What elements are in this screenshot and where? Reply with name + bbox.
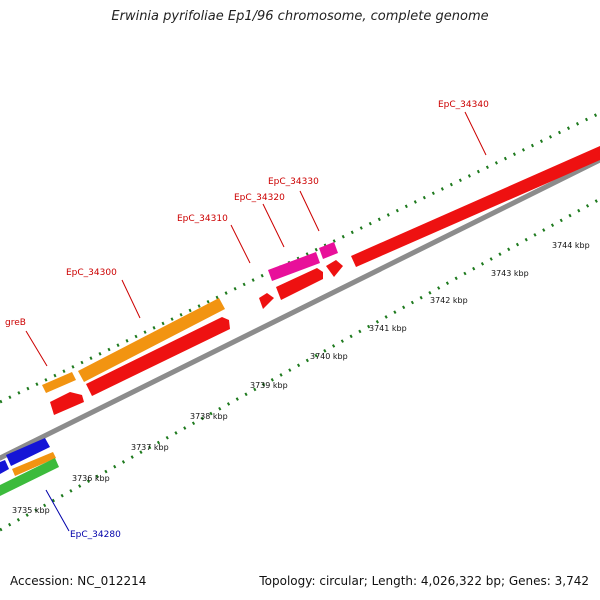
- cds-blue-1: [0, 460, 9, 474]
- tick-label-3739: 3739 kbp: [250, 381, 288, 390]
- pointer-epc34340: [464, 111, 487, 156]
- gene-label-epc34310: EpC_34310: [177, 214, 228, 224]
- pointer-greb: [25, 330, 48, 367]
- cds-orange-small: [12, 452, 56, 476]
- gene-label-epc34330: EpC_34330: [268, 177, 319, 187]
- backbone: [0, 157, 600, 461]
- cds-green-epc34280: [0, 458, 59, 496]
- tick-label-3740: 3740 kbp: [310, 352, 348, 361]
- pointer-epc34300: [121, 279, 141, 319]
- tick-label-3744: 3744 kbp: [552, 241, 590, 250]
- tick-label-3737: 3737 kbp: [131, 443, 169, 452]
- cds-magenta-epc34330: [319, 242, 338, 259]
- gene-label-greb: greB: [5, 318, 26, 328]
- figure-title: Erwinia pyrifoliae Ep1/96 chromosome, co…: [111, 9, 489, 24]
- tick-label-3738: 3738 kbp: [190, 412, 228, 421]
- tick-label-3741: 3741 kbp: [369, 324, 407, 333]
- topology-summary: Topology: circular; Length: 4,026,322 bp…: [259, 574, 589, 588]
- outer-tick-ring: [0, 111, 600, 404]
- tick-label-3742: 3742 kbp: [430, 296, 468, 305]
- pointer-epc34280: [45, 489, 70, 532]
- inner-tick-ring: [0, 197, 600, 532]
- cds-blue-2: [6, 438, 50, 466]
- tick-label-3736: 3736 kbp: [72, 474, 110, 483]
- cds-red-2: [86, 317, 230, 396]
- gene-label-epc34280: EpC_34280: [70, 530, 121, 540]
- pointer-epc34320: [262, 203, 285, 248]
- cds-red-4: [276, 268, 323, 300]
- accession-text: Accession: NC_012214: [10, 574, 147, 588]
- cds-red-epc34340: [351, 146, 600, 267]
- cds-red-1: [50, 392, 84, 415]
- gene-label-epc34320: EpC_34320: [234, 193, 285, 203]
- gene-label-epc34300: EpC_34300: [66, 268, 117, 278]
- cds-orange-epc34300: [78, 298, 225, 382]
- pointer-epc34330: [299, 190, 320, 232]
- cds-orange-grb: [42, 372, 76, 393]
- tick-label-3743: 3743 kbp: [491, 269, 529, 278]
- cds-red-3: [259, 293, 274, 309]
- gene-label-epc34340: EpC_34340: [438, 100, 489, 110]
- cds-red-5: [326, 260, 343, 277]
- cds-magenta-epc34320: [268, 252, 320, 281]
- tick-label-3735: 3735 kbp: [12, 506, 50, 515]
- pointer-epc34310: [230, 224, 251, 264]
